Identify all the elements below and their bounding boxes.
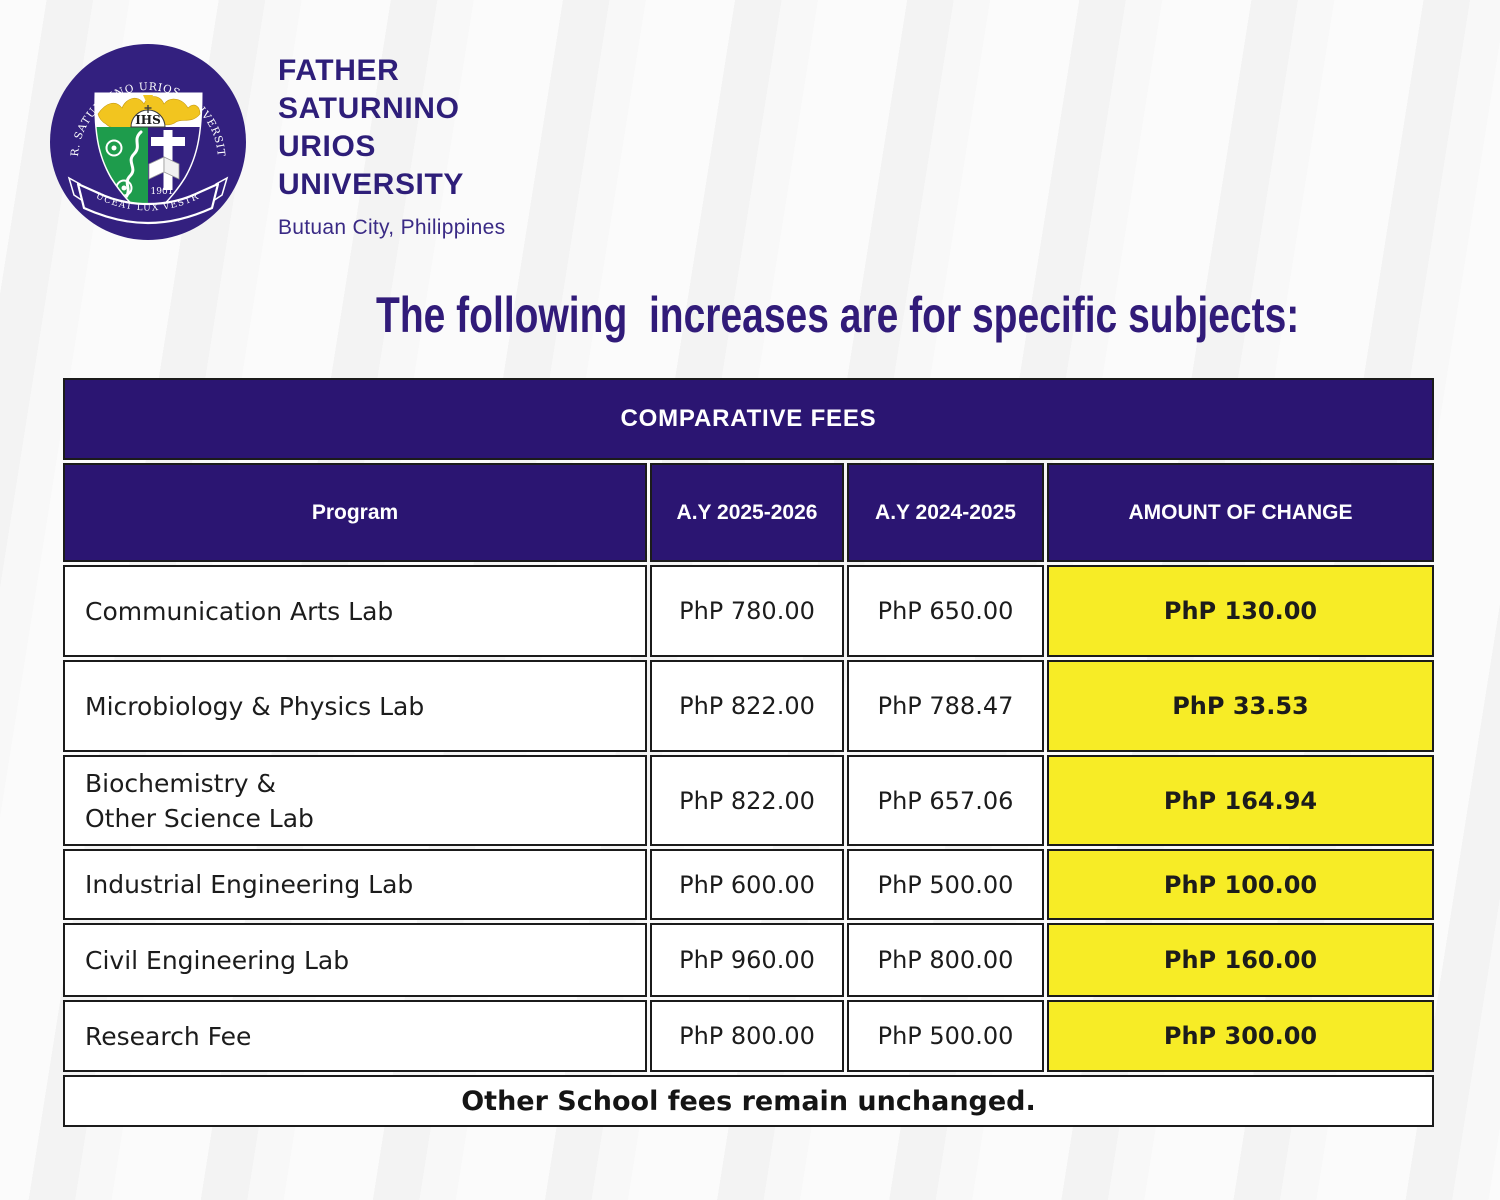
motto-ribbon bbox=[76, 182, 220, 225]
table-cell-ay2425: PhP 500.00 bbox=[847, 849, 1044, 920]
column-header-ay-2025-2026: A.Y 2025-2026 bbox=[650, 463, 844, 562]
table-cell-program: Microbiology & Physics Lab bbox=[63, 660, 647, 752]
table-cell-change: PhP 33.53 bbox=[1047, 660, 1434, 752]
table-cell-change: PhP 160.00 bbox=[1047, 923, 1434, 997]
table-cell-ay2526: PhP 600.00 bbox=[650, 849, 844, 920]
table-cell-ay2526: PhP 960.00 bbox=[650, 923, 844, 997]
university-name: FATHER SATURNINO URIOS UNIVERSITY bbox=[278, 54, 465, 201]
column-header-ay-2024-2025: A.Y 2024-2025 bbox=[847, 463, 1044, 562]
flame-ray bbox=[143, 95, 153, 106]
table-cell-program: Biochemistry & Other Science Lab bbox=[63, 755, 647, 846]
table-caption: COMPARATIVE FEES bbox=[63, 378, 1434, 460]
university-location: Butuan City, Philippines bbox=[278, 216, 506, 239]
table-footer-note: Other School fees remain unchanged. bbox=[63, 1075, 1434, 1127]
table-cell-change: PhP 300.00 bbox=[1047, 1000, 1434, 1072]
founding-year: 1901 bbox=[151, 187, 174, 197]
cross-icon-arm bbox=[151, 137, 185, 146]
emblem-medallion-dot bbox=[121, 185, 127, 191]
table-cell-change: PhP 100.00 bbox=[1047, 849, 1434, 920]
table-cell-ay2526: PhP 822.00 bbox=[650, 755, 844, 846]
table-cell-ay2425: PhP 800.00 bbox=[847, 923, 1044, 997]
column-header-program: Program bbox=[63, 463, 647, 562]
ihs-dome bbox=[130, 109, 166, 128]
column-header-amount-of-change: AMOUNT OF CHANGE bbox=[1047, 463, 1434, 562]
table-cell-change: PhP 164.94 bbox=[1047, 755, 1434, 846]
table-cell-ay2526: PhP 822.00 bbox=[650, 660, 844, 752]
table-cell-program: Industrial Engineering Lab bbox=[63, 849, 647, 920]
book-icon bbox=[163, 156, 180, 180]
table-cell-program: Civil Engineering Lab bbox=[63, 923, 647, 997]
ihs-monogram: IHS bbox=[135, 113, 161, 127]
emblem-medallion-dot bbox=[111, 145, 117, 151]
table-cell-ay2425: PhP 650.00 bbox=[847, 565, 1044, 657]
page-title: The following increases are for specific… bbox=[376, 287, 1300, 343]
table-cell-ay2425: PhP 788.47 bbox=[847, 660, 1044, 752]
river-ornament bbox=[124, 130, 143, 199]
table-cell-ay2425: PhP 500.00 bbox=[847, 1000, 1044, 1072]
emblem-medallion bbox=[105, 139, 123, 157]
comparative-fees-table: COMPARATIVE FEES Program A.Y 2025-2026 A… bbox=[63, 378, 1434, 1127]
table-cell-program: Communication Arts Lab bbox=[63, 565, 647, 657]
table-cell-ay2526: PhP 800.00 bbox=[650, 1000, 844, 1072]
table-cell-ay2425: PhP 657.06 bbox=[847, 755, 1044, 846]
university-logo: FR. SATURNINO URIOS UNIVERSITY 1901 IHS bbox=[48, 42, 246, 240]
table-cell-ay2526: PhP 780.00 bbox=[650, 565, 844, 657]
table-cell-change: PhP 130.00 bbox=[1047, 565, 1434, 657]
table-cell-program: Research Fee bbox=[63, 1000, 647, 1072]
